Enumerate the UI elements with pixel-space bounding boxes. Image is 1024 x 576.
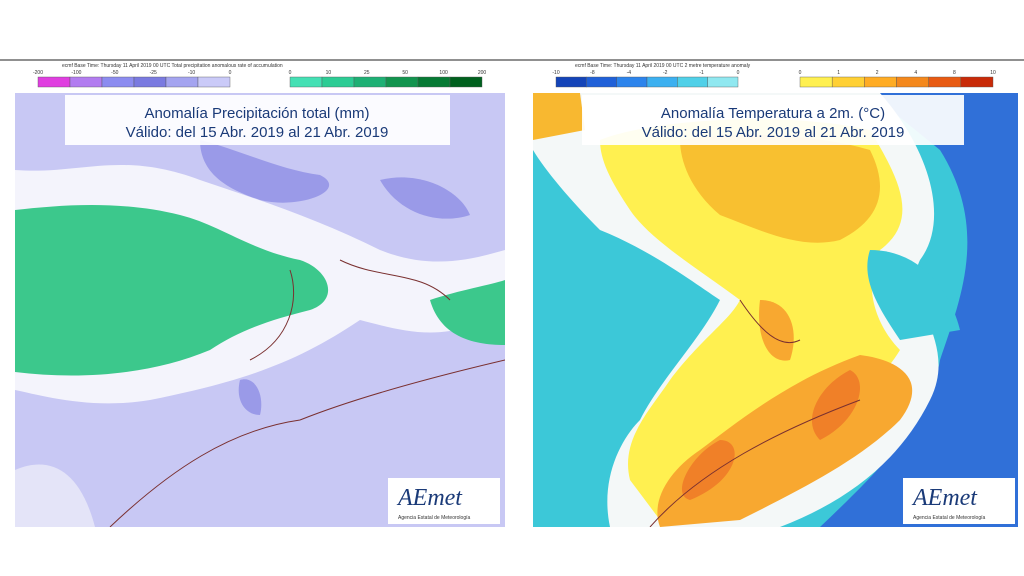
logo: AEmet [911, 485, 978, 511]
colorbar-label: 10 [326, 70, 332, 76]
colorbar-swatch [928, 76, 962, 88]
colorbar-swatch [101, 76, 135, 88]
colorbar-label: 50 [402, 70, 408, 76]
colorbar-label: -200 [33, 70, 43, 76]
colorbar-label: -10 [188, 70, 195, 76]
map-title: Anomalía Precipitación total (mm) [144, 105, 369, 122]
colorbar-swatch [289, 76, 323, 88]
colorbar-label: 0 [799, 70, 802, 76]
colorbar-swatch [831, 76, 865, 88]
colorbar-label: -2 [663, 70, 668, 76]
temp-map [533, 93, 1018, 527]
colorbar-label: 2 [876, 70, 879, 76]
panel-header: ecmf Base Time: Thursday 11 April 2019 0… [62, 63, 283, 69]
colorbar-swatch [799, 76, 833, 88]
colorbar-swatch [707, 76, 739, 88]
colorbar-swatch [321, 76, 355, 88]
colorbar-label: -100 [71, 70, 81, 76]
colorbar-swatch [864, 76, 897, 88]
colorbar-swatch [960, 76, 994, 88]
colorbar-label: -50 [111, 70, 118, 76]
colorbar-label: -4 [627, 70, 632, 76]
colorbar-label: 200 [478, 70, 487, 76]
colorbar-swatch [616, 76, 648, 88]
colorbar-swatch [37, 76, 71, 88]
map-title: Válido: del 15 Abr. 2019 al 21 Abr. 2019 [642, 124, 905, 141]
colorbar-label: -10 [552, 70, 559, 76]
colorbar-swatch [896, 76, 929, 88]
colorbar-label: -25 [150, 70, 157, 76]
logo: AEmet [396, 485, 463, 511]
colorbar-swatch [677, 76, 708, 88]
colorbar-label: -8 [590, 70, 595, 76]
colorbar-label: 100 [439, 70, 448, 76]
colorbar-swatch [353, 76, 387, 88]
colorbar-swatch [555, 76, 587, 88]
panel-header: ecmf Base Time: Thursday 11 April 2019 0… [575, 63, 751, 69]
colorbar-label: 8 [953, 70, 956, 76]
colorbar-swatch [586, 76, 617, 88]
precip-map [15, 93, 505, 527]
logo-caption: Agencia Estatal de Meteorología [398, 515, 470, 521]
colorbar-label: 0 [289, 70, 292, 76]
colorbar-swatch [197, 76, 231, 88]
colorbar-swatch [165, 76, 199, 88]
colorbar-swatch [417, 76, 451, 88]
colorbar-swatch [385, 76, 419, 88]
colorbar-label: 4 [914, 70, 917, 76]
map-title: Anomalía Temperatura a 2m. (°C) [661, 105, 885, 122]
colorbar-swatch [646, 76, 678, 88]
colorbar-label: 1 [837, 70, 840, 76]
colorbar-swatch [133, 76, 167, 88]
colorbar-swatch [449, 76, 483, 88]
logo-caption: Agencia Estatal de Meteorología [913, 515, 985, 521]
map-title: Válido: del 15 Abr. 2019 al 21 Abr. 2019 [126, 124, 389, 141]
colorbar-label: -1 [699, 70, 704, 76]
colorbar-label: 25 [364, 70, 370, 76]
colorbar-label: 0 [229, 70, 232, 76]
colorbar-label: 0 [737, 70, 740, 76]
colorbar-swatch [69, 76, 103, 88]
colorbar-label: 10 [990, 70, 996, 76]
